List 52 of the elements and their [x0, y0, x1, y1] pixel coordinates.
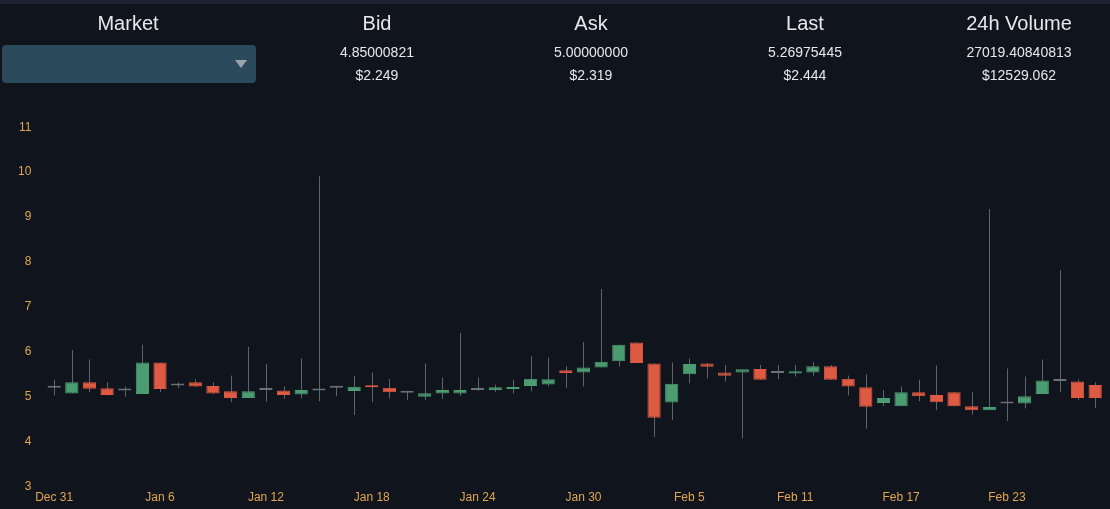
text: $2.249 [354, 67, 400, 83]
text: $12529.062 [981, 67, 1057, 83]
text: Ask [573, 12, 609, 36]
text: Last [785, 12, 825, 36]
x-tick-label: Jan 12 [247, 490, 285, 505]
candlestick [294, 358, 308, 400]
candlestick [241, 346, 255, 399]
x-tick-label: Feb 5 [674, 490, 706, 505]
x-tick-label: Jan 24 [459, 490, 496, 505]
y-tick-label: 10 [17, 164, 32, 179]
candlestick [541, 357, 555, 387]
candlestick [435, 376, 449, 400]
text: 5.26975445 [767, 44, 843, 62]
candlestick [912, 379, 926, 402]
x-tick-label: Feb 17 [882, 490, 921, 505]
y-tick-label: 8 [24, 254, 32, 269]
candlestick [471, 376, 485, 392]
x-tick-label: Jan 18 [353, 490, 391, 505]
candlestick [594, 288, 608, 369]
candlestick [523, 355, 538, 392]
candlestick [418, 363, 432, 401]
y-tick-label: 3 [24, 478, 32, 493]
text: $2.319 [568, 67, 614, 83]
candlestick [65, 349, 79, 395]
x-tick-label: Feb 23 [988, 490, 1026, 505]
text: Bid [361, 12, 393, 36]
y-tick-label: 5 [24, 389, 32, 404]
candlestick [1017, 376, 1032, 409]
y-tick-label: 9 [24, 209, 32, 224]
candlestick [929, 364, 943, 411]
x-tick-label: Feb 11 [776, 490, 814, 505]
text: 4.85000821 [339, 44, 415, 62]
text: 24h Volume [965, 12, 1073, 36]
text: 27019.40840813 [965, 44, 1073, 62]
candlestick [347, 375, 361, 416]
candlestick [965, 391, 979, 416]
candlestick [1053, 269, 1067, 393]
y-tick-label: 4 [24, 433, 32, 448]
x-tick-label: Dec 31 [35, 490, 74, 505]
x-tick-label: Jan 6 [145, 490, 176, 505]
candlestick [559, 365, 573, 389]
candlestick [453, 332, 467, 397]
text: $2.444 [782, 67, 828, 83]
text: 5.00000000 [553, 44, 629, 62]
y-tick-label: 6 [24, 344, 32, 359]
candlestick [82, 358, 97, 393]
candlestick [259, 363, 273, 403]
y-tick-label: 7 [24, 299, 32, 314]
y-tick-label: 11 [18, 119, 32, 134]
text: Market [96, 12, 160, 35]
candlestick [224, 375, 238, 403]
x-tick-label: Jan 30 [565, 490, 602, 505]
